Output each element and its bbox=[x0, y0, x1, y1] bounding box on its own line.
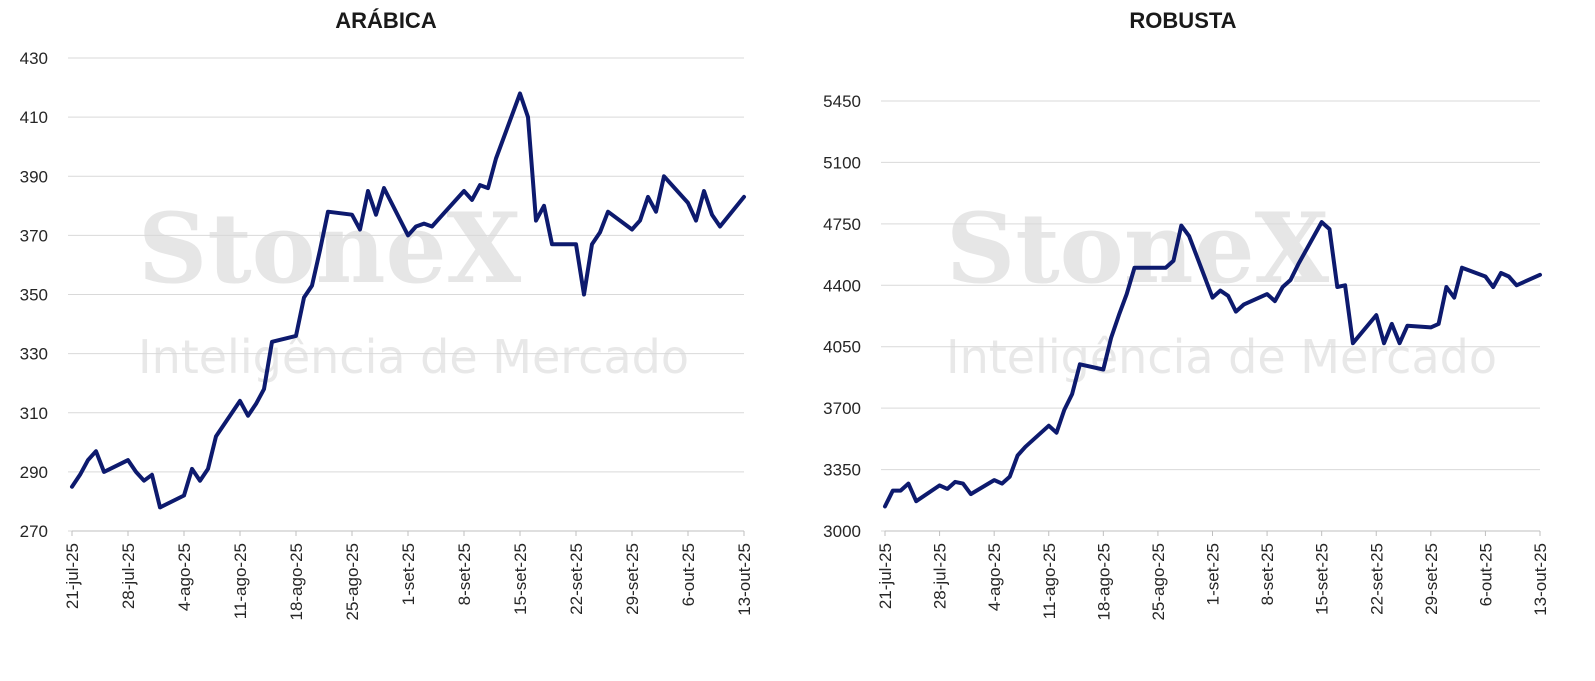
robusta-y-tick-label: 4050 bbox=[823, 338, 861, 357]
robusta-x-tick-label: 15-set-25 bbox=[1313, 543, 1332, 615]
arabica-x-tick-label: 21-jul-25 bbox=[63, 543, 82, 609]
robusta-x-tick-label: 13-out-25 bbox=[1531, 543, 1550, 616]
robusta-x-tick-label: 8-set-25 bbox=[1258, 543, 1277, 605]
robusta-price-line bbox=[883, 220, 1542, 509]
robusta-y-tick-label: 3350 bbox=[823, 461, 861, 480]
arabica-x-tick-label: 22-set-25 bbox=[567, 543, 586, 615]
robusta-x-tick-label: 11-ago-25 bbox=[1040, 543, 1059, 619]
arabica-y-tick-label: 270 bbox=[20, 522, 48, 541]
arabica-x-tick-label: 15-set-25 bbox=[511, 543, 530, 615]
robusta-watermark-brand: StoneX bbox=[946, 192, 1330, 305]
arabica-y-tick-label: 370 bbox=[20, 226, 48, 245]
arabica-x-tick-label: 29-set-25 bbox=[623, 543, 642, 615]
robusta-y-tick-label: 4750 bbox=[823, 215, 861, 234]
robusta-watermark-tagline: Inteligência de Mercado bbox=[946, 330, 1497, 384]
arabica-x-tick-label: 1-set-25 bbox=[399, 543, 418, 605]
arabica-x-tick-label: 6-out-25 bbox=[679, 543, 698, 606]
arabica-y-tick-label: 390 bbox=[20, 167, 48, 186]
arabica-y-tick-label: 310 bbox=[20, 404, 48, 423]
robusta-chart-title: ROBUSTA bbox=[1129, 8, 1236, 33]
arabica-x-tick-label: 28-jul-25 bbox=[119, 543, 138, 609]
robusta-y-tick-label: 3700 bbox=[823, 399, 861, 418]
arabica-x-tick-label: 8-set-25 bbox=[455, 543, 474, 605]
robusta-x-tick-label: 6-out-25 bbox=[1476, 543, 1495, 606]
robusta-chart: StoneX Inteligência de Mercado ROBUSTA 3000… bbox=[823, 8, 1550, 621]
arabica-y-tick-label: 410 bbox=[20, 108, 48, 127]
robusta-y-tick-label: 4400 bbox=[823, 276, 861, 295]
arabica-x-tick-label: 11-ago-25 bbox=[231, 543, 250, 619]
arabica-y-tick-label: 290 bbox=[20, 463, 48, 482]
robusta-y-tick-label: 3000 bbox=[823, 522, 861, 541]
arabica-watermark-tagline: Inteligência de Mercado bbox=[138, 330, 689, 384]
arabica-y-tick-label: 350 bbox=[20, 286, 48, 305]
robusta-x-tick-label: 1-set-25 bbox=[1204, 543, 1223, 605]
arabica-y-tick-label: 430 bbox=[20, 49, 48, 68]
arabica-chart-title: ARÁBICA bbox=[335, 8, 437, 33]
robusta-x-tick-label: 29-set-25 bbox=[1422, 543, 1441, 615]
robusta-x-tick-label: 25-ago-25 bbox=[1149, 543, 1168, 621]
arabica-chart: StoneX Inteligência de Mercado ARÁBICA 270 2… bbox=[20, 8, 754, 621]
robusta-x-tick-label: 28-jul-25 bbox=[931, 543, 950, 609]
arabica-x-tick-label: 4-ago-25 bbox=[175, 543, 194, 611]
robusta-x-tick-label: 22-set-25 bbox=[1367, 543, 1386, 615]
robusta-x-tick-label: 21-jul-25 bbox=[876, 543, 895, 609]
arabica-watermark-brand: StoneX bbox=[138, 192, 522, 305]
arabica-y-tick-label: 330 bbox=[20, 345, 48, 364]
robusta-y-tick-label: 5450 bbox=[823, 92, 861, 111]
arabica-x-tick-label: 18-ago-25 bbox=[287, 543, 306, 621]
arabica-price-line bbox=[70, 91, 746, 510]
robusta-y-tick-label: 5100 bbox=[823, 153, 861, 172]
arabica-x-tick-label: 25-ago-25 bbox=[343, 543, 362, 621]
robusta-x-tick-label: 4-ago-25 bbox=[985, 543, 1004, 611]
arabica-x-tick-label: 13-out-25 bbox=[735, 543, 754, 616]
robusta-x-tick-label: 18-ago-25 bbox=[1094, 543, 1113, 621]
